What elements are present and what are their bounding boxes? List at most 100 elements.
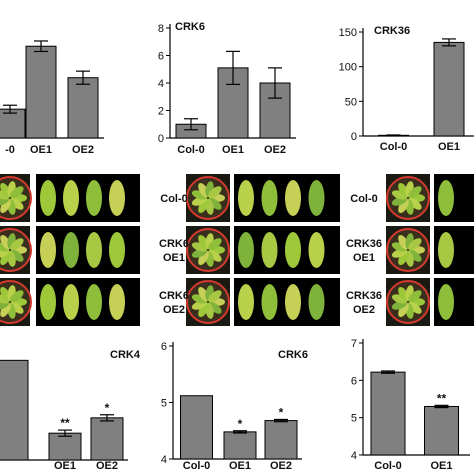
chart-title: CRK36 <box>374 25 410 37</box>
significance-mark: ** <box>437 391 447 405</box>
significance-mark: * <box>238 417 243 431</box>
detached-leaf <box>285 284 301 320</box>
bar <box>424 405 459 456</box>
detached-leaf <box>86 284 102 320</box>
genotype-label: OE1 <box>353 252 375 264</box>
rosette-leaf <box>398 250 409 266</box>
detached-leaf <box>238 232 254 268</box>
y-tick-label: 7 <box>351 338 357 350</box>
y-tick-label: 4 <box>351 450 357 462</box>
detached-leaf <box>238 284 254 320</box>
significance-mark: * <box>105 401 110 415</box>
rosette-leaf <box>0 198 11 214</box>
category-label: OE2 <box>72 144 94 156</box>
y-tick-label: 150 <box>339 27 357 39</box>
category-label: OE1 <box>430 460 452 472</box>
detached-leaf <box>40 284 56 320</box>
detached-leaf <box>86 180 102 216</box>
detached-leaf <box>438 232 454 268</box>
rosette-leaf <box>408 301 422 314</box>
rosette-leaf <box>408 186 422 199</box>
category-label: Col-0 <box>380 141 408 153</box>
detached-leaf <box>308 232 325 268</box>
y-tick-label: 100 <box>339 62 357 74</box>
y-tick-label: 4 <box>161 454 167 466</box>
rosette-leaf <box>10 186 24 199</box>
rosette-leaf <box>198 250 209 266</box>
y-tick-label: 6 <box>351 375 357 387</box>
rosette-leaf <box>408 290 422 303</box>
y-tick-label: 6 <box>161 341 167 353</box>
bar <box>0 359 29 461</box>
bar <box>223 431 257 460</box>
rosette-leaf <box>10 301 24 314</box>
category-label: OE2 <box>270 460 292 472</box>
bar <box>25 45 57 139</box>
photo-panel-2: Col-0 CRK6 OE1 CRK6 OE2 <box>159 174 340 326</box>
rosette-leaf <box>208 290 222 303</box>
rosette-leaf <box>398 198 409 214</box>
category-label: OE1 <box>54 460 76 472</box>
category-label: -0 <box>5 144 15 156</box>
rosette-leaf <box>10 238 24 251</box>
rosette-leaf <box>208 238 222 251</box>
detached-leaf <box>109 180 125 216</box>
bar-chart-5: 4 5 6 CRK6 Col-0 * OE1 * OE2 <box>161 341 308 472</box>
y-tick-label: 6 <box>158 51 164 63</box>
detached-leaf <box>86 232 102 268</box>
detached-leaf <box>40 232 56 268</box>
rosette-leaf <box>10 197 24 210</box>
y-tick-label: 5 <box>161 398 167 410</box>
detached-leaf <box>109 284 125 320</box>
category-label: Col-0 <box>374 460 402 472</box>
detached-leaf <box>261 284 278 320</box>
rosette-leaf <box>208 301 222 314</box>
genotype-label: Col-0 <box>350 193 378 205</box>
genotype-label: CRK36 <box>346 238 382 250</box>
bar-chart-2: 0 2 4 6 8 CRK6 Col-0 OE1 OE2 <box>158 21 296 156</box>
genotype-label: OE2 <box>163 304 185 316</box>
y-tick-label: 2 <box>158 106 164 118</box>
y-tick-label: 0 <box>158 133 164 145</box>
chart-title: CRK6 <box>175 21 205 33</box>
rosette-leaf <box>208 186 222 199</box>
detached-leaf <box>285 232 301 268</box>
detached-leaf <box>285 180 301 216</box>
rosette-leaf <box>10 249 24 262</box>
rosette-leaf <box>0 302 11 318</box>
genotype-label: OE2 <box>353 304 375 316</box>
genotype-label: CRK36 <box>346 290 382 302</box>
category-label: OE2 <box>264 144 286 156</box>
bar <box>180 395 213 460</box>
detached-leaf <box>438 180 454 216</box>
detached-leaf <box>261 180 278 216</box>
detached-leaf <box>63 232 79 268</box>
rosette-leaf <box>198 302 209 318</box>
y-tick-label: 5 <box>351 413 357 425</box>
bar <box>90 417 124 461</box>
rosette-leaf <box>10 290 24 303</box>
y-tick-label: 8 <box>158 23 164 35</box>
bar <box>48 432 82 461</box>
rosette-leaf <box>198 198 209 214</box>
rosette-leaf <box>408 249 422 262</box>
bar-chart-1: -0 OE1 OE2 <box>0 40 104 156</box>
chart-title: CRK6 <box>278 349 308 361</box>
detached-leaf <box>238 180 254 216</box>
genotype-label: Col-0 <box>160 193 188 205</box>
photo-panel-1 <box>0 174 140 326</box>
y-tick-label: 50 <box>345 96 357 108</box>
y-tick-label: 0 <box>351 131 357 143</box>
detached-leaf <box>308 180 325 216</box>
bar <box>433 41 465 137</box>
rosette-leaf <box>398 302 409 318</box>
detached-leaf <box>308 284 325 320</box>
genotype-label: OE1 <box>163 252 185 264</box>
detached-leaf <box>63 284 79 320</box>
chart-title: CRK4 <box>110 349 141 361</box>
category-label: OE1 <box>222 144 244 156</box>
bar-chart-4: CRK4 ** OE1 * OE2 <box>0 349 141 472</box>
category-label: OE1 <box>438 141 460 153</box>
detached-leaf <box>63 180 79 216</box>
